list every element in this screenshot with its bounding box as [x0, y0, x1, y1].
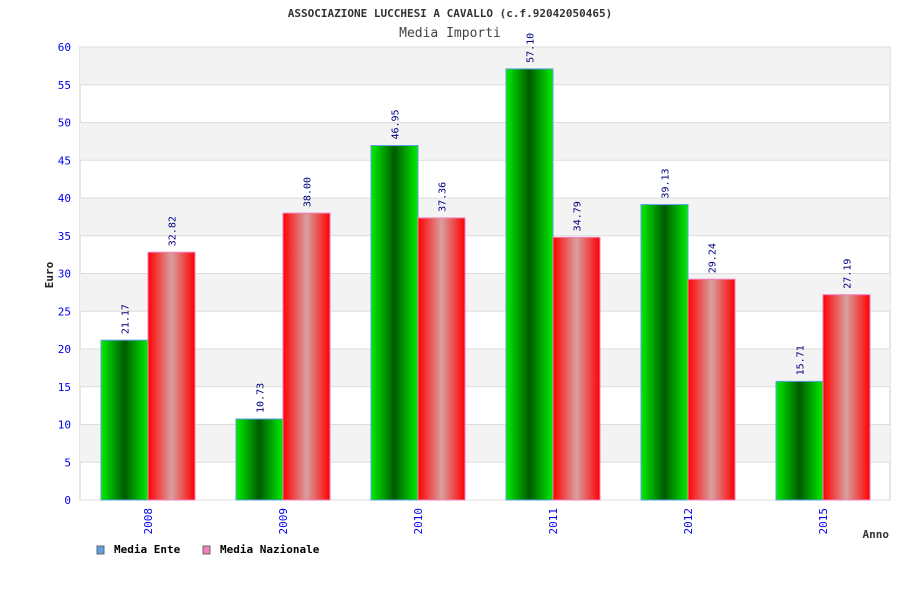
y-tick-label: 10: [58, 419, 71, 432]
y-tick-label: 20: [58, 343, 71, 356]
bar-media-nazionale-2008: [147, 251, 196, 501]
legend-item: Media Nazionale: [220, 543, 320, 556]
data-label: 29.24: [708, 243, 719, 273]
data-label: 57.10: [526, 33, 537, 63]
y-axis-label: Euro: [43, 261, 56, 288]
bar-media-nazionale-2015: [822, 294, 871, 501]
grid-band: [80, 47, 890, 85]
y-tick-label: 40: [58, 192, 71, 205]
y-tick-label: 35: [58, 230, 71, 243]
data-label: 38.00: [303, 177, 314, 207]
grid-band: [80, 424, 890, 463]
bar-media-nazionale-2009: [282, 212, 331, 501]
data-label: 34.79: [573, 201, 584, 231]
y-tick-label: 30: [58, 268, 71, 281]
data-label: 46.95: [391, 109, 402, 139]
data-label: 39.13: [661, 168, 672, 198]
data-label: 32.82: [168, 216, 179, 246]
y-tick-label: 25: [58, 305, 71, 318]
y-tick-label: 0: [64, 494, 71, 507]
bar-media-ente-2011: [505, 68, 554, 501]
bar-media-ente-2015: [775, 380, 824, 501]
chart-subtitle: Media Importi: [399, 26, 501, 41]
legend-swatch: [202, 545, 211, 555]
y-tick-label: 15: [58, 381, 71, 394]
data-label: 37.36: [438, 182, 449, 212]
y-tick-label: 55: [58, 79, 71, 92]
legend-item: Media Ente: [114, 543, 181, 556]
bar-media-ente-2010: [370, 145, 419, 501]
grid-band: [80, 349, 890, 387]
x-tick-label: 2015: [817, 508, 830, 535]
y-tick-label: 50: [58, 117, 71, 130]
x-tick-label: 2008: [142, 508, 155, 535]
data-label: 21.17: [121, 304, 132, 334]
y-tick-label: 5: [64, 456, 71, 469]
x-tick-label: 2010: [412, 508, 425, 535]
bar-media-nazionale-2012: [687, 278, 736, 501]
bar-media-nazionale-2010: [417, 217, 466, 501]
data-label: 15.71: [796, 345, 807, 375]
data-label: 10.73: [256, 383, 267, 413]
grid-band: [80, 122, 890, 161]
y-tick-label: 45: [58, 154, 71, 167]
bar-media-ente-2009: [235, 418, 284, 501]
x-axis-label: Anno: [863, 528, 890, 541]
data-label: 27.19: [843, 259, 854, 289]
bar-media-ente-2008: [100, 339, 149, 501]
y-tick-label: 60: [58, 41, 71, 54]
x-tick-label: 2009: [277, 508, 290, 535]
grid-band: [80, 198, 890, 236]
bar-media-ente-2012: [640, 204, 689, 501]
grid-band: [80, 273, 890, 312]
x-tick-label: 2012: [682, 508, 695, 535]
bar-media-nazionale-2011: [552, 236, 601, 501]
legend-swatch: [96, 545, 105, 555]
chart-title: ASSOCIAZIONE LUCCHESI A CAVALLO (c.f.920…: [288, 7, 613, 20]
x-tick-label: 2011: [547, 508, 560, 535]
